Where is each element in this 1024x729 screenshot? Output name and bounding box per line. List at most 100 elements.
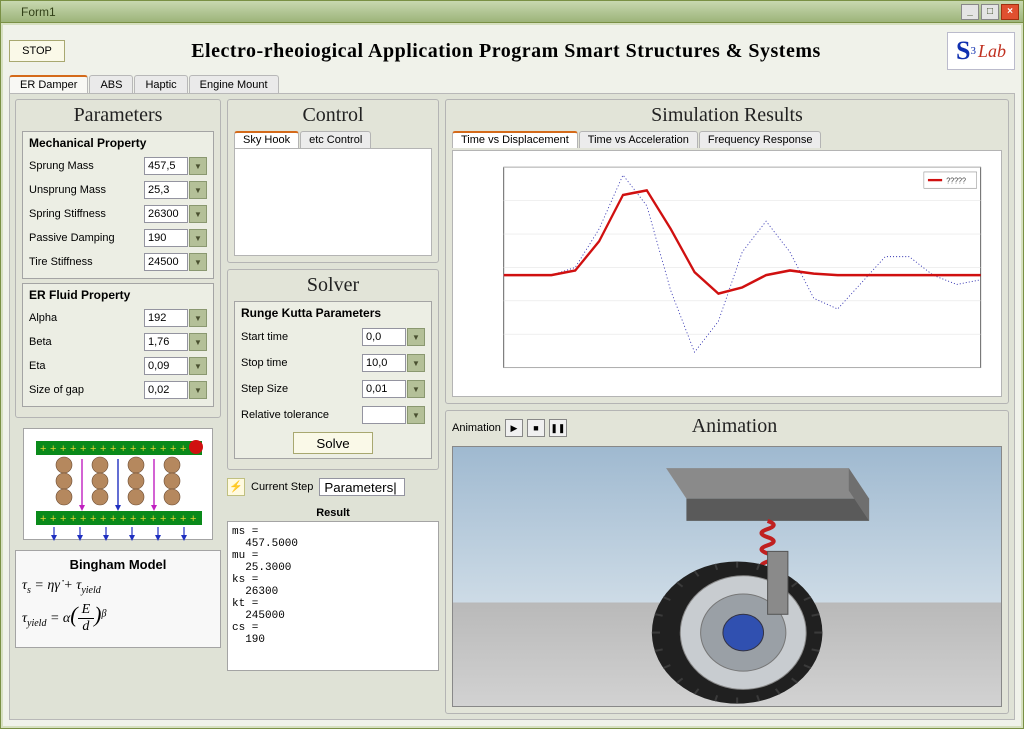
maximize-button[interactable]: □ xyxy=(981,4,999,20)
parameters-column: Parameters Mechanical Property Sprung Ma… xyxy=(15,99,221,714)
svg-text:+: + xyxy=(170,513,176,525)
svg-text:+: + xyxy=(50,443,56,455)
svg-text:+: + xyxy=(140,513,146,525)
svg-text:+: + xyxy=(170,443,176,455)
close-button[interactable]: × xyxy=(1001,4,1019,20)
control-tab-0[interactable]: Sky Hook xyxy=(234,131,299,148)
sim-tab-1[interactable]: Time vs Acceleration xyxy=(579,131,698,148)
solver-input-3[interactable] xyxy=(362,406,406,424)
er-dropdown-0[interactable]: ▼ xyxy=(189,309,207,327)
logo-s: S xyxy=(956,36,970,66)
svg-text:?????: ????? xyxy=(946,176,966,186)
svg-text:+: + xyxy=(90,443,96,455)
status-value[interactable] xyxy=(319,478,405,496)
er-dropdown-2[interactable]: ▼ xyxy=(189,357,207,375)
svg-text:+: + xyxy=(70,513,76,525)
status-row: ⚡ Current Step xyxy=(227,476,439,498)
er-input-2[interactable] xyxy=(144,357,188,375)
solver-dropdown-0[interactable]: ▼ xyxy=(407,328,425,346)
solver-label-0: Start time xyxy=(241,331,362,343)
animation-viewport xyxy=(452,446,1002,708)
simulation-panel: Simulation Results Time vs DisplacementT… xyxy=(445,99,1009,404)
sim-tab-0[interactable]: Time vs Displacement xyxy=(452,131,578,148)
svg-text:+: + xyxy=(150,513,156,525)
svg-text:+: + xyxy=(60,443,66,455)
mech-input-1[interactable] xyxy=(144,181,188,199)
mech-input-0[interactable] xyxy=(144,157,188,175)
solver-dropdown-2[interactable]: ▼ xyxy=(407,380,425,398)
er-input-0[interactable] xyxy=(144,309,188,327)
svg-text:+: + xyxy=(100,513,106,525)
mechanical-group: Mechanical Property Sprung Mass▼Unsprung… xyxy=(22,131,214,279)
mech-label-4: Tire Stiffness xyxy=(29,256,144,268)
mech-dropdown-4[interactable]: ▼ xyxy=(189,253,207,271)
er-row-3: Size of gap▼ xyxy=(29,378,207,402)
simulation-tabs: Time vs DisplacementTime vs Acceleration… xyxy=(452,131,1002,148)
model-title: Bingham Model xyxy=(22,557,214,572)
er-diagram: ++++++++++++++++++++++++++++++++ xyxy=(23,428,213,540)
solve-button[interactable]: Solve xyxy=(293,432,373,454)
stop-button-anim[interactable]: ■ xyxy=(527,419,545,437)
mech-dropdown-2[interactable]: ▼ xyxy=(189,205,207,223)
solver-input-1[interactable] xyxy=(362,354,406,372)
play-button[interactable]: ▶ xyxy=(505,419,523,437)
animation-controls: Animation ▶ ■ ❚❚ xyxy=(452,419,567,437)
solver-label-3: Relative tolerance xyxy=(241,409,362,421)
mech-input-3[interactable] xyxy=(144,229,188,247)
svg-text:+: + xyxy=(70,443,76,455)
svg-text:+: + xyxy=(110,513,116,525)
svg-text:+: + xyxy=(100,443,106,455)
mech-input-4[interactable] xyxy=(144,253,188,271)
animation-title: Animation xyxy=(567,415,902,438)
er-row-1: Beta▼ xyxy=(29,330,207,354)
results-column: Simulation Results Time vs DisplacementT… xyxy=(445,99,1009,714)
er-input-1[interactable] xyxy=(144,333,188,351)
main-tab-3[interactable]: Engine Mount xyxy=(189,75,279,93)
solver-input-2[interactable] xyxy=(362,380,406,398)
parameters-panel: Parameters Mechanical Property Sprung Ma… xyxy=(15,99,221,418)
control-tab-1[interactable]: etc Control xyxy=(300,131,371,148)
mech-label-1: Unsprung Mass xyxy=(29,184,144,196)
er-dropdown-3[interactable]: ▼ xyxy=(189,381,207,399)
er-input-3[interactable] xyxy=(144,381,188,399)
svg-text:+: + xyxy=(130,513,136,525)
solver-label-1: Stop time xyxy=(241,357,362,369)
equation-2: τyield = α(Ed)β xyxy=(22,602,214,635)
svg-text:+: + xyxy=(180,443,186,455)
animation-label: Animation xyxy=(452,422,501,434)
solver-input-0[interactable] xyxy=(362,328,406,346)
pause-button[interactable]: ❚❚ xyxy=(549,419,567,437)
animation-panel: Animation ▶ ■ ❚❚ Animation xyxy=(445,410,1009,715)
main-tab-2[interactable]: Haptic xyxy=(134,75,187,93)
mech-dropdown-1[interactable]: ▼ xyxy=(189,181,207,199)
mech-label-2: Spring Stiffness xyxy=(29,208,144,220)
mech-dropdown-3[interactable]: ▼ xyxy=(189,229,207,247)
solver-row-2: Step Size▼ xyxy=(241,376,425,402)
svg-text:+: + xyxy=(110,443,116,455)
bolt-icon[interactable]: ⚡ xyxy=(227,478,245,496)
sim-tab-2[interactable]: Frequency Response xyxy=(699,131,822,148)
svg-text:+: + xyxy=(160,443,166,455)
mech-dropdown-0[interactable]: ▼ xyxy=(189,157,207,175)
titlebar: Form1 _ □ × xyxy=(1,1,1023,23)
stop-button[interactable]: STOP xyxy=(9,40,65,62)
solver-row-1: Stop time ▼ xyxy=(241,350,425,376)
svg-text:+: + xyxy=(120,443,126,455)
svg-text:+: + xyxy=(90,513,96,525)
result-text: ms = 457.5000 mu = 25.3000 ks = 26300 kt… xyxy=(227,521,439,671)
er-dropdown-1[interactable]: ▼ xyxy=(189,333,207,351)
mech-input-2[interactable] xyxy=(144,205,188,223)
control-column: Control Sky Hooketc Control Solver Runge… xyxy=(227,99,439,714)
main-tab-1[interactable]: ABS xyxy=(89,75,133,93)
logo-script: Lab xyxy=(978,41,1006,62)
er-fluid-group: ER Fluid Property Alpha▼Beta▼Eta▼Size of… xyxy=(22,283,214,407)
solver-dropdown-1[interactable]: ▼ xyxy=(407,354,425,372)
solver-dropdown-3[interactable]: ▼ xyxy=(407,406,425,424)
svg-text:+: + xyxy=(150,443,156,455)
status-label: Current Step xyxy=(251,481,313,493)
main-tab-0[interactable]: ER Damper xyxy=(9,75,88,93)
header-row: STOP Electro-rheoiogical Application Pro… xyxy=(9,31,1015,71)
client-area: STOP Electro-rheoiogical Application Pro… xyxy=(3,25,1021,726)
bingham-model: Bingham Model τs = ηγ̇ + τyield τyield =… xyxy=(15,550,221,648)
minimize-button[interactable]: _ xyxy=(961,4,979,20)
